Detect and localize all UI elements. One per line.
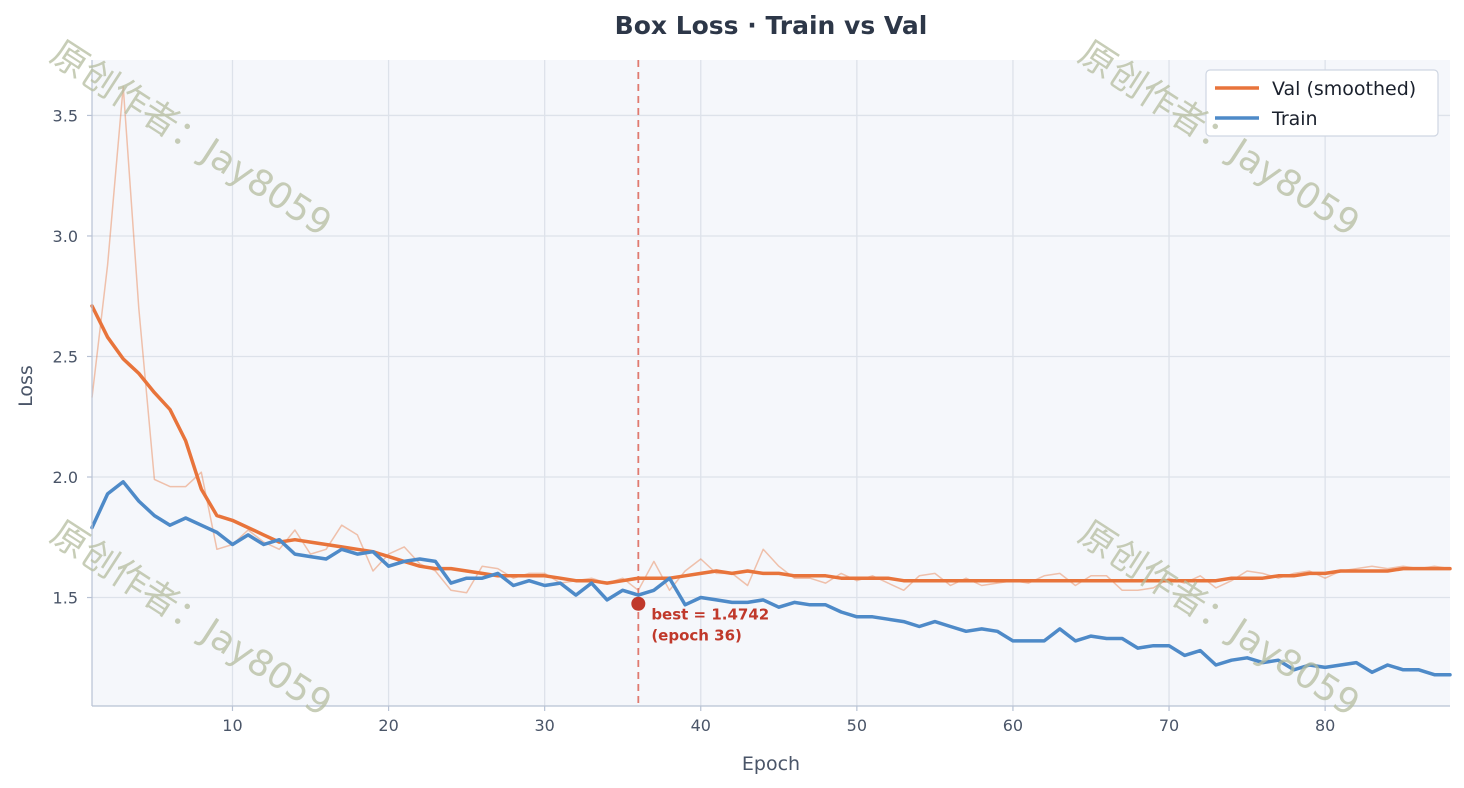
x-tick-label: 60	[1003, 716, 1023, 735]
legend-box	[1205, 69, 1439, 137]
x-tick-label: 70	[1159, 716, 1179, 735]
x-tick-label: 10	[222, 716, 242, 735]
x-tick-label: 30	[534, 716, 554, 735]
y-tick-label: 2.0	[53, 468, 78, 487]
y-tick-label: 1.5	[53, 589, 78, 608]
legend-label: Train	[1271, 108, 1318, 130]
grid-lines	[92, 60, 1450, 706]
best-annotation-line1: best = 1.4742	[651, 606, 769, 624]
series-lines	[90, 304, 1452, 677]
x-axis-label: Epoch	[742, 753, 800, 775]
legend-label: Val (smoothed)	[1272, 78, 1416, 100]
val-smoothed-line	[90, 304, 1452, 585]
y-ticks: 1.5 2.0 2.5 3.0 3.5	[53, 106, 92, 608]
x-tick-label: 40	[691, 716, 711, 735]
val-raw-series	[91, 85, 1451, 594]
best-annotation-line2: (epoch 36)	[651, 627, 742, 645]
x-ticks: 10 20 30 40 50 60 70 80	[222, 706, 1335, 735]
y-tick-label: 2.5	[53, 347, 78, 366]
y-tick-label: 3.0	[53, 227, 78, 246]
train-line	[90, 480, 1452, 677]
y-axis-label: Loss	[15, 365, 37, 407]
best-marker-group: best = 1.4742 (epoch 36)	[631, 596, 769, 645]
x-tick-label: 80	[1315, 716, 1335, 735]
axes	[91, 60, 1450, 707]
x-tick-label: 50	[847, 716, 867, 735]
best-point-marker	[631, 596, 646, 611]
y-tick-label: 3.5	[53, 106, 78, 125]
legend: Val (smoothed) Train	[1205, 69, 1439, 137]
plot-area	[92, 60, 1450, 706]
val-raw-line	[91, 85, 1451, 594]
x-tick-label: 20	[378, 716, 398, 735]
chart-title: Box Loss · Train vs Val	[615, 11, 928, 40]
